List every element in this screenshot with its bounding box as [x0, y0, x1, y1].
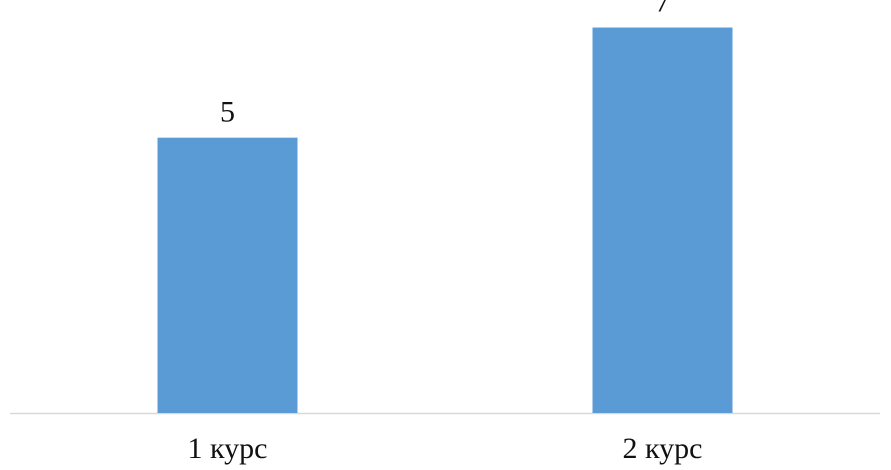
- bar-1: [157, 137, 298, 413]
- bars-group: [157, 27, 733, 414]
- x-tick-label-2: 2 курс: [623, 432, 703, 465]
- data-label-2: 7: [655, 0, 670, 19]
- x-tick-labels-group: 1 курс 2 курс: [188, 432, 703, 465]
- data-label-1: 5: [220, 96, 235, 129]
- data-labels-group: 57: [220, 0, 670, 129]
- x-tick-label-1: 1 курс: [188, 432, 268, 465]
- bar-2: [592, 27, 733, 414]
